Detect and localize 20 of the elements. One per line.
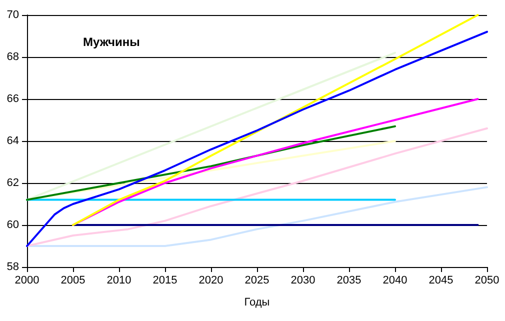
x-tick-label: 2030 [290,274,316,286]
x-tick-label: 2025 [244,274,270,286]
y-tick-label: 68 [6,51,19,63]
y-tick-label: 62 [6,177,19,189]
x-tick-label: 2040 [382,274,408,286]
x-tick-label: 2050 [474,274,500,286]
y-tick-label: 64 [6,135,19,147]
y-tick-label: 70 [6,9,19,21]
x-axis-title: Годы [244,296,270,308]
text: Мужчины [83,35,140,49]
x-tick-label: 2010 [106,274,132,286]
y-tick-label: 66 [6,93,19,105]
x-tick-label: 2015 [152,274,178,286]
x-tick-label: 2035 [336,274,362,286]
x-tick-label: 2020 [198,274,224,286]
y-tick-label: 60 [6,219,19,231]
y-tick-label: 58 [6,261,19,273]
x-tick-label: 2005 [60,274,86,286]
x-tick-label: 2045 [428,274,454,286]
x-tick-label: 2000 [14,274,40,286]
